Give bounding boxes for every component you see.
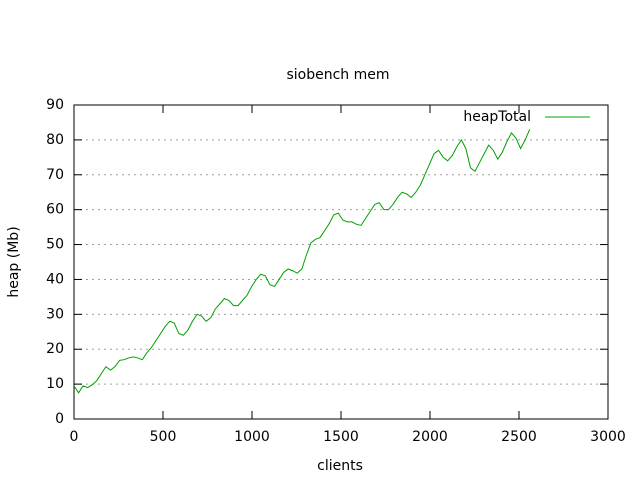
x-axis-label: clients	[317, 458, 363, 474]
y-tick-label: 50	[46, 237, 64, 253]
y-tick-label: 70	[46, 167, 64, 183]
x-tick-label: 2500	[501, 429, 537, 445]
legend-label: heapTotal	[463, 109, 531, 125]
y-tick-label: 30	[46, 306, 64, 322]
y-tick-label: 20	[46, 341, 64, 357]
x-tick-label: 0	[70, 429, 79, 445]
x-tick-label: 1000	[234, 429, 270, 445]
y-tick-label: 90	[46, 97, 64, 113]
y-tick-label: 80	[46, 132, 64, 148]
y-tick-label: 60	[46, 202, 64, 218]
x-tick-label: 500	[150, 429, 177, 445]
x-tick-label: 2000	[412, 429, 448, 445]
x-tick-label: 3000	[590, 429, 626, 445]
x-tick-label: 1500	[323, 429, 359, 445]
y-tick-label: 10	[46, 376, 64, 392]
data-line	[73, 129, 531, 394]
y-tick-label: 40	[46, 271, 64, 287]
y-tick-label: 0	[55, 411, 64, 427]
chart-title: siobench mem	[286, 67, 389, 83]
plot-border	[73, 104, 609, 420]
y-axis-label: heap (Mb)	[6, 226, 22, 297]
